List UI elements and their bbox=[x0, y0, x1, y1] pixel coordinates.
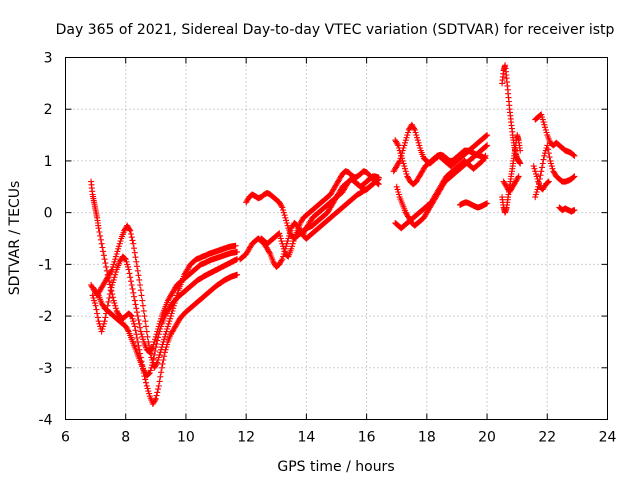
x-tick-label: 6 bbox=[61, 430, 70, 446]
y-tick-label: -4 bbox=[39, 413, 53, 429]
data-point bbox=[88, 178, 241, 407]
y-tick-label: 2 bbox=[44, 102, 53, 118]
series-track-m bbox=[457, 199, 491, 211]
data-point bbox=[392, 152, 489, 232]
data-point bbox=[88, 222, 239, 371]
x-tick-label: 24 bbox=[599, 430, 617, 446]
x-tick-label: 14 bbox=[297, 430, 315, 446]
data-point bbox=[530, 163, 552, 193]
chart-title: Day 365 of 2021, Sidereal Day-to-day VTE… bbox=[56, 22, 615, 38]
y-tick-label: -3 bbox=[39, 361, 53, 377]
data-point bbox=[457, 199, 491, 211]
x-tick-label: 16 bbox=[358, 430, 376, 446]
series-track-s bbox=[530, 163, 552, 193]
series-track-p bbox=[500, 173, 522, 195]
data-point bbox=[300, 173, 382, 237]
series-track-t bbox=[556, 204, 578, 215]
y-axis-label: SDTVAR / TECUs bbox=[7, 181, 23, 296]
x-tick-labels: 6 8 10 12 14 16 18 20 22 24 bbox=[61, 430, 616, 446]
y-tick-labels: -4 -3 -2 -1 0 1 2 3 bbox=[39, 51, 53, 429]
y-tick-label: -1 bbox=[39, 257, 53, 273]
series-track-a bbox=[88, 222, 239, 371]
series-track-o bbox=[499, 132, 524, 216]
series-track-h bbox=[300, 173, 382, 237]
y-tick-label: 0 bbox=[44, 206, 53, 222]
data-point bbox=[500, 173, 522, 195]
y-tick-label: 1 bbox=[44, 154, 53, 170]
y-tick-label: 3 bbox=[44, 51, 53, 67]
x-tick-label: 20 bbox=[478, 430, 496, 446]
series-track-l bbox=[392, 152, 489, 232]
grid-lines bbox=[65, 57, 608, 420]
y-tick-label: -2 bbox=[39, 309, 53, 325]
data-point bbox=[499, 132, 524, 216]
x-tick-label: 12 bbox=[237, 430, 255, 446]
data-points bbox=[88, 62, 578, 407]
x-tick-label: 8 bbox=[121, 430, 130, 446]
x-tick-label: 10 bbox=[177, 430, 195, 446]
data-point bbox=[258, 168, 382, 260]
x-axis-label: GPS time / hours bbox=[277, 459, 394, 475]
series-track-q bbox=[532, 111, 578, 159]
series-track-g bbox=[258, 168, 382, 260]
x-tick-label: 22 bbox=[538, 430, 556, 446]
x-tick-label: 18 bbox=[418, 430, 436, 446]
data-point bbox=[556, 204, 578, 215]
plot-frame bbox=[65, 57, 608, 420]
axis-ticks bbox=[65, 57, 608, 420]
series-track-d bbox=[88, 178, 241, 407]
data-point bbox=[532, 111, 578, 159]
